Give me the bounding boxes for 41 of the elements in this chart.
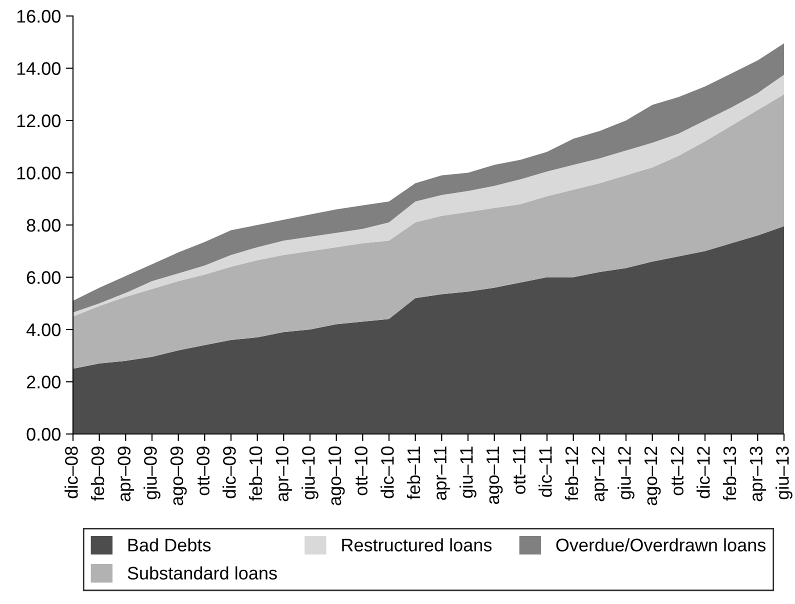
x-tick-label: apr–11 — [434, 446, 450, 500]
legend-label: Restructured loans — [342, 538, 492, 552]
y-tick-label: 10.00 — [17, 166, 60, 180]
x-tick-label: giu–13 — [776, 446, 792, 500]
x-tick-label: dic–12 — [696, 446, 710, 498]
x-tick-label: dic–11 — [538, 446, 552, 497]
x-tick-label: apr–09 — [118, 446, 134, 502]
y-tick-label: 4.00 — [26, 323, 60, 336]
legend-label: Bad Debts — [128, 538, 211, 552]
x-tick-label: feb–12 — [564, 446, 578, 501]
x-tick-label: feb–13 — [722, 446, 736, 501]
x-tick-label: giu–09 — [144, 446, 160, 500]
x-tick-label: apr–12 — [592, 446, 608, 502]
x-tick-label: giu–10 — [302, 446, 318, 500]
y-tick-label: 12.00 — [17, 114, 60, 128]
x-tick-label: feb–09 — [90, 446, 104, 501]
x-tick-label: ago–10 — [328, 446, 345, 506]
x-tick-label: dic–10 — [380, 446, 394, 498]
x-tick-label: ott–10 — [354, 446, 368, 496]
x-tick-label: apr–10 — [276, 446, 292, 502]
x-tick-label: ago–09 — [170, 446, 187, 506]
legend-label: Overdue/Overdrawn loans — [556, 538, 766, 552]
x-tick-label: dic–09 — [222, 446, 236, 498]
x-tick-label: ott–09 — [196, 446, 210, 496]
y-tick-label: 2.00 — [26, 376, 60, 388]
x-tick-label: feb–10 — [248, 446, 262, 501]
legend-label: Substandard loans — [128, 566, 277, 580]
x-tick-label: giu–12 — [618, 446, 634, 500]
x-tick-label: apr–13 — [750, 446, 766, 502]
x-tick-label: ago–12 — [644, 446, 661, 506]
y-tick-label: 0.00 — [26, 428, 60, 441]
y-tick-label: 16.00 — [17, 10, 60, 23]
x-tick-label: ott–12 — [670, 446, 684, 496]
y-tick-label: 14.00 — [17, 62, 60, 75]
x-tick-label: ago–11 — [486, 446, 503, 504]
x-tick-label: giu–11 — [460, 446, 476, 498]
y-tick-label: 8.00 — [26, 218, 60, 232]
y-tick-label: 6.00 — [26, 271, 60, 284]
x-tick-label: ott–11 — [512, 446, 526, 494]
x-tick-label: feb–11 — [406, 446, 420, 500]
x-tick-label: dic–08 — [64, 446, 78, 498]
